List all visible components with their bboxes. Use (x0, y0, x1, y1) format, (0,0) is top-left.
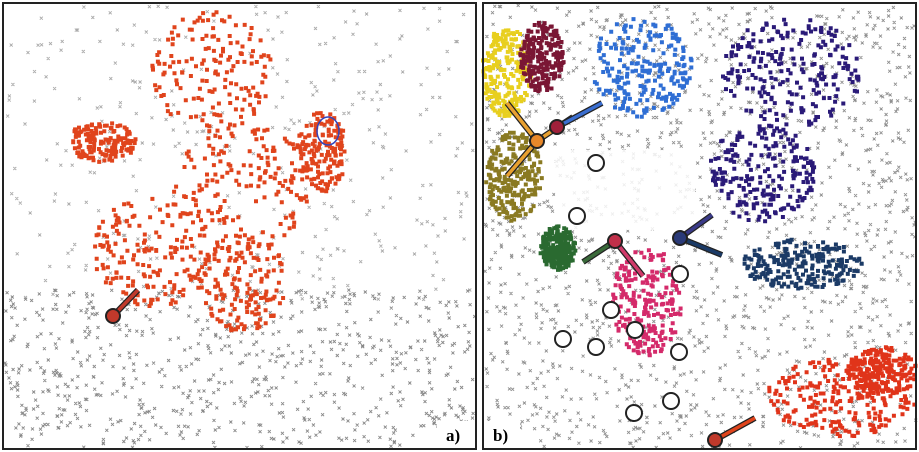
empty-node (568, 207, 586, 225)
panel-b-border (482, 2, 917, 450)
cluster-points (195, 233, 286, 333)
node (549, 119, 565, 135)
cluster-points (742, 237, 864, 291)
node (529, 133, 545, 149)
panel-label: a) (446, 426, 460, 445)
highlight-ring (316, 116, 340, 146)
empty-node (671, 265, 689, 283)
arrow (505, 101, 539, 143)
cluster-points (172, 127, 310, 250)
cluster-points (845, 345, 918, 399)
label-box (484, 421, 520, 448)
panel-label: b) (493, 426, 508, 445)
empty-node (625, 404, 643, 422)
empty-node (602, 301, 620, 319)
panel-a (3, 4, 477, 450)
node (707, 432, 723, 448)
cluster-points (709, 123, 817, 224)
empty-node (662, 392, 680, 410)
cluster-points (592, 17, 694, 119)
node (105, 308, 121, 324)
cluster-points (295, 111, 347, 194)
empty-node (670, 343, 688, 361)
cluster-points (93, 196, 211, 308)
node (672, 230, 688, 246)
empty-node (587, 338, 605, 356)
empty-node (587, 154, 605, 172)
cluster-points (538, 224, 578, 272)
panel-b (481, 3, 918, 450)
cluster-points (71, 121, 138, 164)
cluster-points (518, 20, 566, 94)
cluster-points (721, 17, 861, 127)
arrow (556, 101, 603, 129)
label-box (437, 421, 475, 448)
node (607, 233, 623, 249)
empty-node (626, 321, 644, 339)
empty-node (554, 330, 572, 348)
cluster-points (150, 10, 273, 134)
panel-a-border (2, 2, 477, 450)
